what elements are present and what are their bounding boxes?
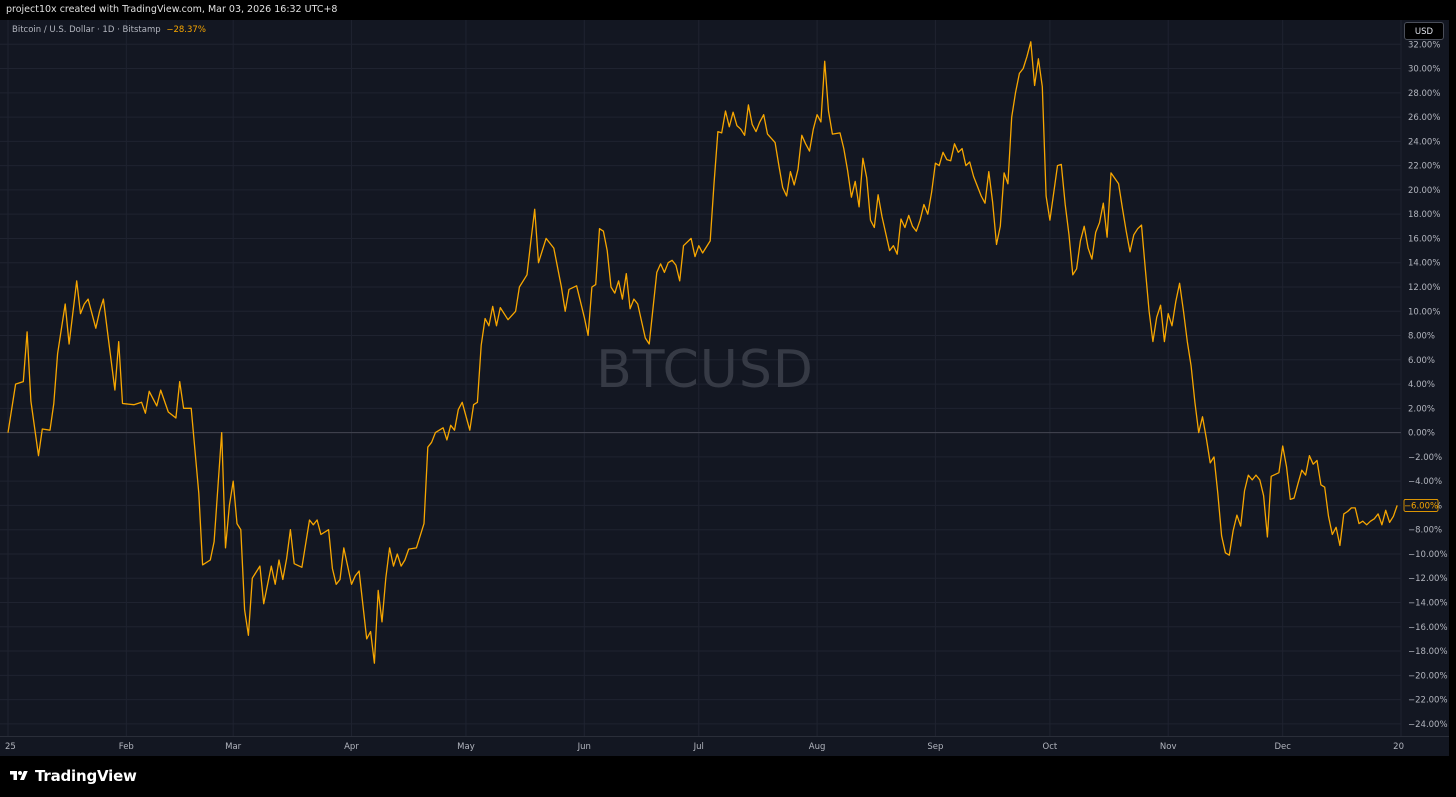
y-tick-label: 4.00% [1408, 380, 1435, 390]
symbol-change: −28.37% [166, 25, 206, 35]
tradingview-logo-icon [10, 771, 28, 780]
y-tick-label: 18.00% [1408, 210, 1440, 220]
x-tick-label: 25 [5, 742, 16, 752]
tradingview-logo-text: TradingView [35, 767, 137, 785]
y-tick-label: 2.00% [1408, 404, 1435, 414]
y-tick-label: −22.00% [1408, 696, 1448, 706]
x-axis: 25 Feb Mar Apr May Jun Jul Aug Sep Oct Nov Dec 20 [0, 736, 1449, 752]
x-tick-label: Jul [693, 742, 704, 752]
y-tick-label: 0.00% [1408, 429, 1435, 439]
y-tick-label: 8.00% [1408, 332, 1435, 342]
y-tick-label: −24.00% [1408, 720, 1448, 730]
y-tick-label: 30.00% [1408, 65, 1440, 75]
y-tick-label: 14.00% [1408, 259, 1440, 269]
x-tick-label: Apr [344, 742, 359, 752]
x-tick-label: May [457, 742, 475, 752]
y-tick-label: 26.00% [1408, 113, 1440, 123]
symbol-description[interactable]: Bitcoin / U.S. Dollar · 1D · Bitstamp [12, 25, 161, 35]
x-tick-label: Nov [1160, 742, 1177, 752]
price-series-line[interactable] [7, 41, 1398, 664]
y-tick-label: −4.00% [1408, 477, 1442, 487]
y-tick-label: −10.00% [1408, 550, 1448, 560]
x-tick-label: Oct [1043, 742, 1058, 752]
y-tick-label: 6.00% [1408, 356, 1435, 366]
y-tick-label: 28.00% [1408, 89, 1440, 99]
y-axis: 32.00% 30.00% 28.00% 26.00% 24.00% 22.00% 20.0… [1408, 40, 1448, 730]
grid-lines [0, 20, 1402, 736]
y-tick-label: 22.00% [1408, 162, 1440, 172]
y-tick-label: 10.00% [1408, 307, 1440, 317]
chart-area[interactable]: 32.00% 30.00% 28.00% 26.00% 24.00% 22.00% 20.0… [0, 20, 1449, 756]
y-tick-label: 16.00% [1408, 234, 1440, 244]
right-border [1449, 20, 1456, 756]
chart-credit: project10x created with TradingView.com,… [0, 0, 1456, 20]
y-tick-label: −12.00% [1408, 574, 1448, 584]
symbol-legend[interactable]: Bitcoin / U.S. Dollar · 1D · Bitstamp −2… [12, 25, 206, 35]
price-chart[interactable]: 32.00% 30.00% 28.00% 26.00% 24.00% 22.00% 20.0… [0, 20, 1449, 756]
y-tick-label: 24.00% [1408, 137, 1440, 147]
y-tick-label: −20.00% [1408, 671, 1448, 681]
y-tick-label: −16.00% [1408, 623, 1448, 633]
last-value-badge [1403, 499, 1439, 512]
last-value-marker: −6.00% [1403, 499, 1439, 512]
x-tick-label: Jun [577, 742, 591, 752]
x-tick-label: 20 [1393, 742, 1404, 752]
y-tick-label: −8.00% [1408, 526, 1442, 536]
x-tick-label: Aug [809, 742, 826, 752]
x-tick-label: Mar [225, 742, 242, 752]
x-tick-label: Dec [1274, 742, 1291, 752]
x-tick-label: Sep [927, 742, 943, 752]
footer: TradingView [0, 756, 1456, 797]
last-value-label: −6.00% [1404, 501, 1438, 511]
y-tick-label: 20.00% [1408, 186, 1440, 196]
y-tick-label: −2.00% [1408, 453, 1442, 463]
y-tick-label: −18.00% [1408, 647, 1448, 657]
y-tick-label: −14.00% [1408, 599, 1448, 609]
y-tick-label: 12.00% [1408, 283, 1440, 293]
series-layer [7, 41, 1398, 664]
y-tick-label: 32.00% [1408, 40, 1440, 50]
currency-button[interactable]: USD [1404, 22, 1444, 40]
x-tick-label: Feb [119, 742, 134, 752]
tradingview-logo[interactable]: TradingView [8, 767, 137, 785]
